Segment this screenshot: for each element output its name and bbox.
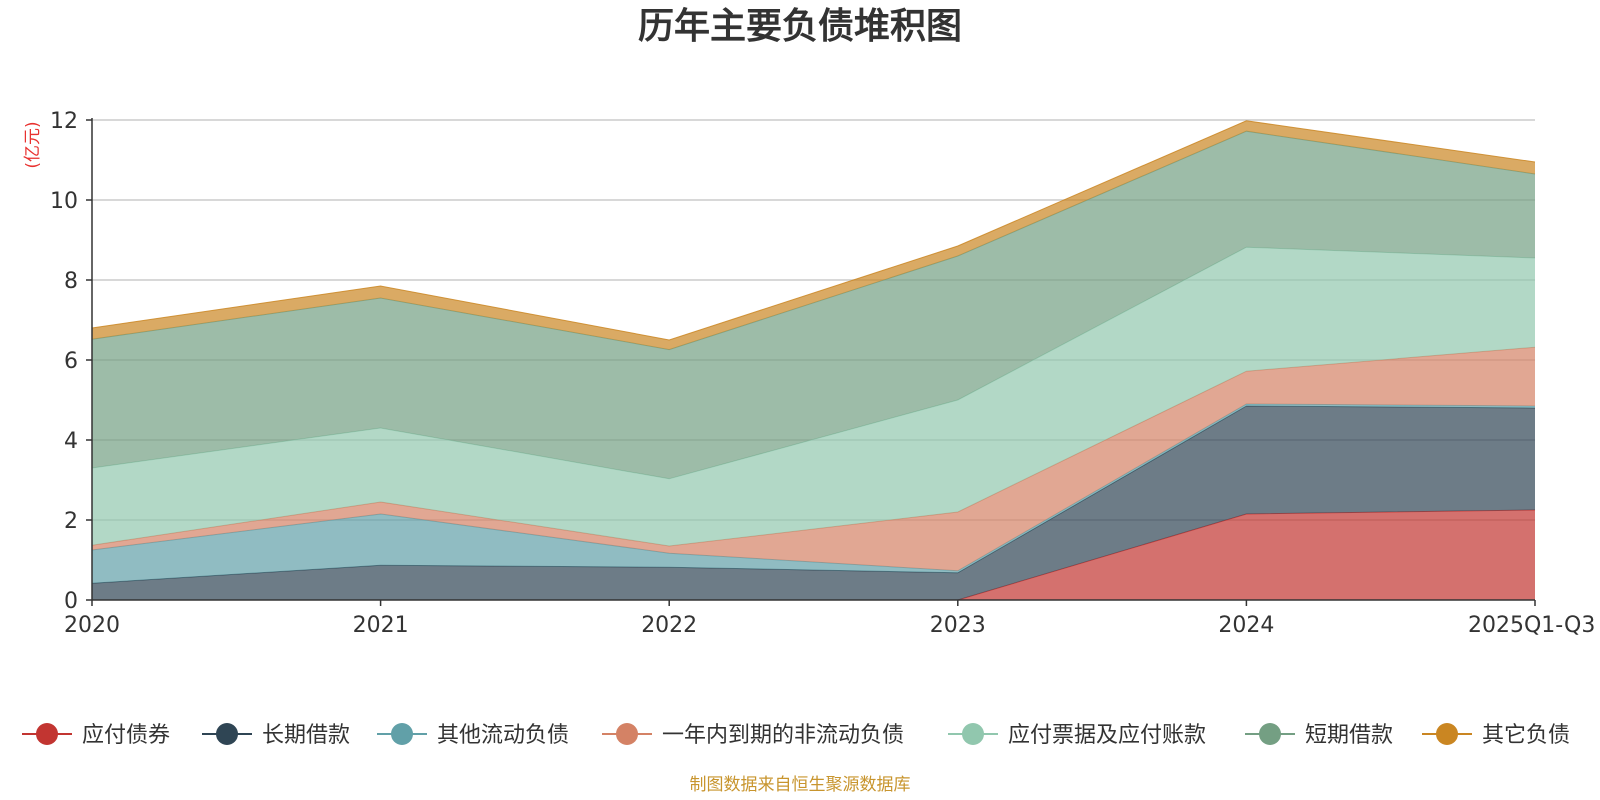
chart-title: 历年主要负债堆积图 bbox=[638, 6, 962, 47]
axis-layer: 0 2 4 6 8 10 12 2020 2021 2022 2023 2024 2025Q1-Q3 bbox=[50, 109, 1595, 638]
legend-marker-4 bbox=[962, 723, 984, 745]
legend-item-1[interactable]: 长期借款 bbox=[202, 723, 350, 748]
x-tick-label-0: 2020 bbox=[64, 613, 120, 638]
y-tick-label-4: 8 bbox=[64, 269, 78, 294]
area-series-5 bbox=[92, 131, 1535, 479]
y-tick-label-5: 10 bbox=[50, 189, 78, 214]
legend-marker-0 bbox=[36, 723, 58, 745]
legend-marker-6 bbox=[1436, 723, 1458, 745]
x-tick-label-2: 2022 bbox=[641, 613, 697, 638]
legend-item-3[interactable]: 一年内到期的非流动负债 bbox=[602, 723, 904, 748]
legend-label-1: 长期借款 bbox=[262, 723, 350, 748]
legend-label-6: 其它负债 bbox=[1482, 723, 1570, 748]
legend-item-5[interactable]: 短期借款 bbox=[1245, 723, 1393, 748]
legend-label-3: 一年内到期的非流动负债 bbox=[662, 723, 904, 748]
y-tick-label-6: 12 bbox=[50, 109, 78, 134]
legend-marker-5 bbox=[1259, 723, 1281, 745]
y-tick-label-2: 4 bbox=[64, 429, 78, 454]
y-tick-label-0: 0 bbox=[64, 589, 78, 614]
area-series-6 bbox=[92, 120, 1535, 350]
area-series-0 bbox=[92, 510, 1535, 600]
legend-item-0[interactable]: 应付债券 bbox=[22, 723, 170, 748]
area-layer bbox=[91, 120, 1536, 601]
legend-label-4: 应付票据及应付账款 bbox=[1008, 723, 1206, 748]
area-series-3 bbox=[92, 347, 1535, 571]
legend-label-5: 短期借款 bbox=[1305, 723, 1393, 748]
area-series-4 bbox=[92, 247, 1535, 546]
x-tick-label-5: 2025Q1-Q3 bbox=[1468, 613, 1595, 638]
legend: 应付债券 长期借款 其他流动负债 一年内到期的非流动负债 应付票据及应付账款 短期借款 其它… bbox=[22, 723, 1570, 748]
legend-label-0: 应付债券 bbox=[82, 723, 170, 748]
x-tick-label-1: 2021 bbox=[353, 613, 409, 638]
legend-label-2: 其他流动负债 bbox=[437, 723, 569, 748]
x-tick-label-4: 2024 bbox=[1218, 613, 1274, 638]
area-series-1 bbox=[92, 406, 1535, 600]
legend-item-4[interactable]: 应付票据及应付账款 bbox=[948, 723, 1206, 748]
y-tick-label-1: 2 bbox=[64, 509, 78, 534]
legend-item-2[interactable]: 其他流动负债 bbox=[377, 723, 569, 748]
data-source-note: 制图数据来自恒生聚源数据库 bbox=[690, 775, 911, 795]
legend-item-6[interactable]: 其它负债 bbox=[1422, 723, 1570, 748]
legend-marker-1 bbox=[216, 723, 238, 745]
y-axis-unit-label: (亿元) bbox=[23, 121, 43, 168]
x-tick-label-3: 2023 bbox=[930, 613, 986, 638]
area-edge-series-6 bbox=[91, 120, 1536, 341]
legend-marker-3 bbox=[616, 723, 638, 745]
area-series-2 bbox=[92, 404, 1535, 584]
y-tick-label-3: 6 bbox=[64, 349, 78, 374]
legend-marker-2 bbox=[391, 723, 413, 745]
